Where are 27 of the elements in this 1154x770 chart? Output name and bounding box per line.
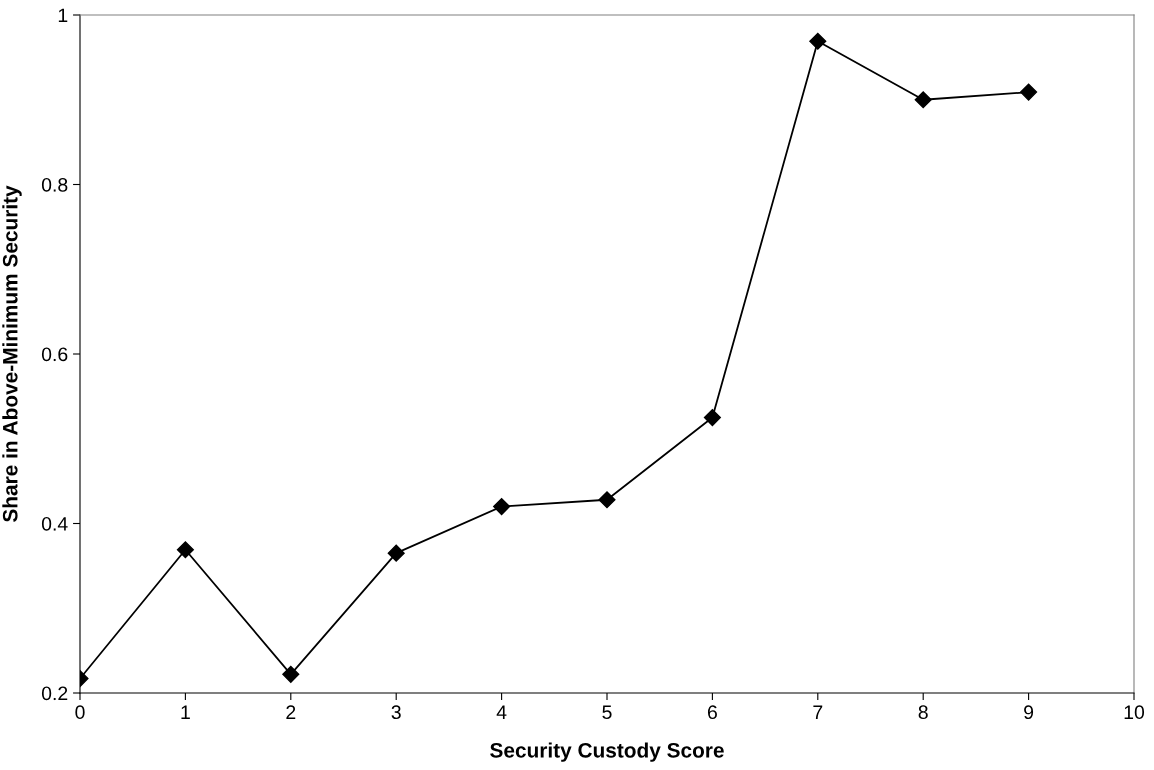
point: [493, 497, 511, 516]
y-tick-label: 0.2: [41, 686, 68, 701]
x-tick-label: 6: [707, 705, 717, 720]
x-tick-label: 3: [391, 705, 401, 720]
y-tick-label: 0.8: [41, 177, 68, 192]
point: [1020, 83, 1038, 101]
point: [703, 409, 721, 427]
x-tick-label: 7: [813, 705, 823, 719]
y-tick-label: 0.6: [41, 347, 68, 362]
x-axis-title: Security Custody Score: [490, 742, 724, 762]
y-tick-label: 1: [58, 8, 68, 23]
point: [809, 32, 827, 50]
y-tick-label: 0.4: [41, 516, 68, 531]
point: [282, 665, 300, 683]
x-tick-label: 2: [286, 705, 296, 719]
point: [914, 91, 932, 109]
x-tick-label: 8: [918, 705, 928, 720]
point: [598, 491, 616, 509]
point: [387, 544, 405, 562]
x-tick-label: 5: [602, 705, 612, 720]
x-tick-label: 9: [1024, 705, 1034, 720]
x-tick-label: 10: [1124, 705, 1145, 720]
point: [176, 541, 194, 559]
x-tick-label: 1: [181, 705, 190, 719]
x-tick-label: 4: [496, 705, 507, 719]
x-tick-label: 0: [75, 705, 85, 720]
y-axis-title: Share in Above-Minimum Security: [2, 185, 22, 523]
